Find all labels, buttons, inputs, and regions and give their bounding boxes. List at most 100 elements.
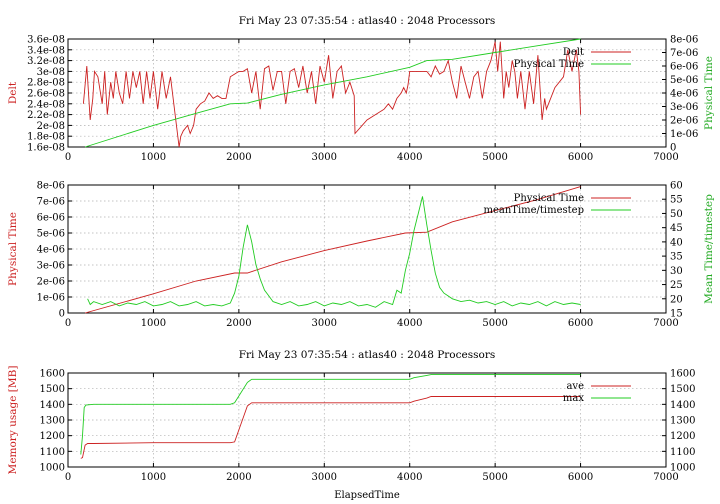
y2-tick-label: 45 (670, 223, 683, 234)
y2-tick-label: 8e-06 (670, 35, 698, 46)
y-tick-label: 2.4e-08 (27, 99, 65, 110)
y2-tick-label: 7e-06 (670, 48, 698, 59)
y2-tick-label: 1200 (670, 431, 695, 442)
y2-tick-label: 4e-06 (670, 89, 698, 100)
y-tick-label: 1.6e-08 (27, 143, 65, 154)
y2-tick-label: 30 (670, 266, 683, 277)
x-tick-label: 5000 (482, 152, 507, 163)
y-tick-label: 2.8e-08 (27, 78, 65, 89)
plot-frame (67, 38, 667, 148)
y2-tick-label: 35 (670, 252, 683, 263)
x-tick-label: 2000 (226, 318, 251, 329)
plot-frame (67, 184, 667, 314)
x-tick-label: 6000 (568, 152, 593, 163)
series-line-meantime-timestep (87, 196, 581, 308)
legend-label: max (563, 393, 584, 404)
series-line-physical-time (84, 186, 581, 314)
x-tick-label: 2000 (226, 152, 251, 163)
x-tick-label: 0 (65, 318, 71, 329)
y-tick-label: 1.8e-08 (27, 132, 65, 143)
x-tick-label: 4000 (397, 472, 422, 483)
y2-axis-label: Mean Time/timestep (703, 194, 715, 304)
y-tick-label: 1e-06 (37, 293, 65, 304)
x-tick-label: 3000 (312, 152, 337, 163)
x-tick-label: 1000 (141, 318, 166, 329)
y-tick-label: 1300 (40, 416, 65, 427)
y-axis-label: Memory usage [MB] (7, 366, 19, 475)
y-tick-label: 2.2e-08 (27, 110, 65, 121)
y-tick-label: 7e-06 (37, 197, 65, 208)
x-tick-label: 2000 (226, 472, 251, 483)
y2-tick-label: 1600 (670, 369, 695, 380)
series-line-max (80, 374, 581, 455)
y-tick-label: 3.6e-08 (27, 35, 65, 46)
x-tick-label: 4000 (397, 152, 422, 163)
y-tick-label: 8e-06 (37, 181, 65, 192)
y2-tick-label: 0 (670, 143, 676, 154)
y-tick-label: 3.4e-08 (27, 45, 65, 56)
y-tick-label: 2e-08 (37, 121, 65, 132)
y2-tick-label: 1300 (670, 416, 695, 427)
x-axis-label: ElapsedTime (334, 490, 400, 501)
y2-tick-label: 50 (670, 209, 683, 220)
y-tick-label: 2e-06 (37, 277, 65, 288)
y-tick-label: 1400 (40, 400, 65, 411)
x-tick-label: 4000 (397, 318, 422, 329)
legend-label: Physical Time (514, 59, 584, 70)
legend-label: Delt (563, 47, 584, 58)
x-tick-label: 0 (65, 472, 71, 483)
y-tick-label: 4e-06 (37, 245, 65, 256)
y2-tick-label: 55 (670, 195, 683, 206)
y2-tick-label: 1000 (670, 463, 695, 474)
x-tick-label: 1000 (141, 152, 166, 163)
y2-tick-label: 15 (670, 309, 683, 320)
y2-tick-label: 3e-06 (670, 102, 698, 113)
y-tick-label: 1000 (40, 463, 65, 474)
y2-tick-label: 40 (670, 237, 683, 248)
y2-tick-label: 2e-06 (670, 116, 698, 127)
x-tick-label: 6000 (568, 472, 593, 483)
y-axis-label: Delt (7, 81, 19, 104)
y-axis-label: Physical Time (7, 212, 19, 286)
x-tick-label: 7000 (653, 318, 678, 329)
series-line-physical-time (84, 38, 581, 148)
chart-title-2: Fri May 23 07:35:54 : atlas40 : 2048 Pro… (239, 349, 495, 361)
x-tick-label: 5000 (482, 472, 507, 483)
x-tick-label: 7000 (653, 152, 678, 163)
x-tick-label: 3000 (312, 472, 337, 483)
y-tick-label: 6e-06 (37, 213, 65, 224)
y-tick-label: 2.6e-08 (27, 89, 65, 100)
y2-tick-label: 5e-06 (670, 75, 698, 86)
y-tick-label: 1500 (40, 384, 65, 395)
y-tick-label: 5e-06 (37, 229, 65, 240)
y2-axis-label: Physical Time (703, 56, 715, 130)
y2-tick-label: 1100 (670, 447, 695, 458)
x-tick-label: 5000 (482, 318, 507, 329)
legend-label: meanTime/timestep (483, 205, 584, 216)
y-tick-label: 1200 (40, 431, 65, 442)
y-tick-label: 0 (59, 309, 65, 320)
y-tick-label: 3.2e-08 (27, 56, 65, 67)
x-tick-label: 6000 (568, 318, 593, 329)
y2-tick-label: 1400 (670, 400, 695, 411)
series-line-ave (80, 396, 581, 459)
x-tick-label: 7000 (653, 472, 678, 483)
y-tick-label: 1600 (40, 369, 65, 380)
y2-tick-label: 25 (670, 280, 683, 291)
x-tick-label: 0 (65, 152, 71, 163)
y-tick-label: 3e-06 (37, 261, 65, 272)
y2-tick-label: 1e-06 (670, 129, 698, 140)
legend-label: Physical Time (514, 193, 584, 204)
chart-title-0: Fri May 23 07:35:54 : atlas40 : 2048 Pro… (239, 15, 495, 27)
legend-label: ave (566, 381, 584, 392)
y-tick-label: 3e-08 (37, 67, 65, 78)
series-line-delt (82, 41, 582, 148)
y2-tick-label: 60 (670, 181, 683, 192)
y-tick-label: 1100 (40, 447, 65, 458)
y2-tick-label: 20 (670, 294, 683, 305)
x-tick-label: 1000 (141, 472, 166, 483)
x-tick-label: 3000 (312, 318, 337, 329)
y2-tick-label: 6e-06 (670, 62, 698, 73)
plot-frame (67, 372, 667, 468)
